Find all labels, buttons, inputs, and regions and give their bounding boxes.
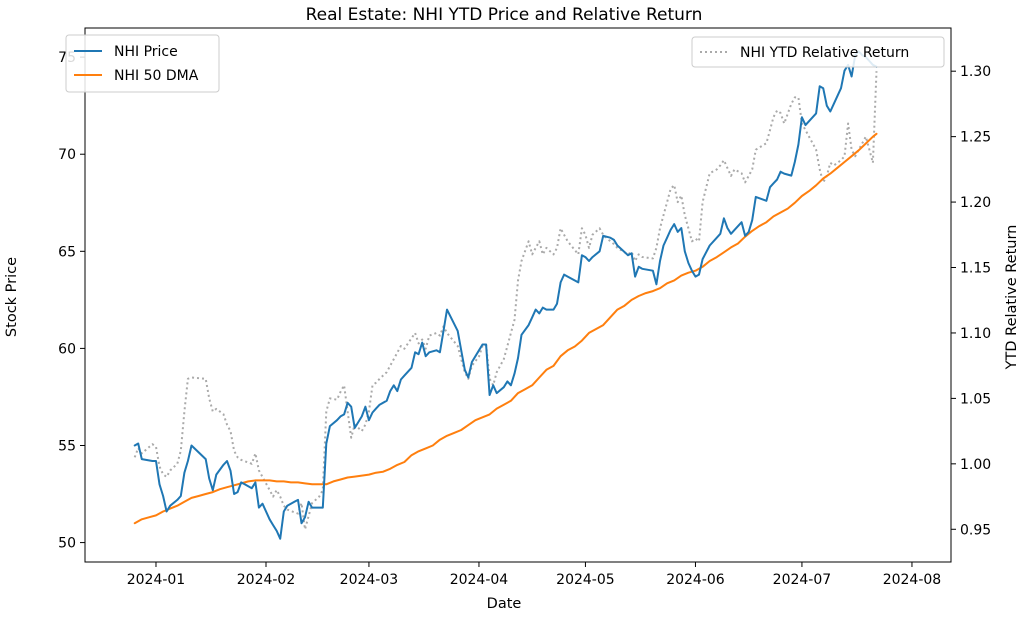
- x-axis: 2024-01 2024-02 2024-03 2024-04 2024-05 2024-…: [127, 562, 941, 588]
- x-tick-label: 2024-01: [127, 572, 186, 588]
- legend-left: NHI Price NHI 50 DMA: [65, 34, 220, 93]
- chart-title: Real Estate: NHI YTD Price and Relative …: [306, 5, 703, 25]
- y-tick-label-left: 65: [58, 244, 76, 260]
- y-tick-label-right: 1.05: [960, 391, 991, 407]
- series-line-dma: [133, 132, 878, 525]
- y-tick-label-left: 70: [58, 147, 76, 163]
- series-layer: [133, 50, 878, 540]
- x-tick-label: 2024-05: [556, 572, 615, 588]
- y-tick-label-right: 0.95: [960, 522, 991, 538]
- y-tick-label-right: 1.10: [960, 326, 991, 342]
- y-tick-label-left: 55: [58, 438, 76, 454]
- y-tick-label-right: 1.15: [960, 261, 991, 277]
- x-tick-label: 2024-04: [450, 572, 509, 588]
- plot-frame: [84, 27, 952, 563]
- x-tick-label: 2024-06: [666, 572, 725, 588]
- y-axis-title-left: Stock Price: [4, 257, 20, 337]
- y-tick-label-left: 60: [58, 341, 76, 357]
- legend-label-dma: NHI 50 DMA: [114, 68, 199, 84]
- x-axis-title: Date: [487, 596, 522, 612]
- series-line-price: [133, 50, 878, 540]
- x-tick-label: 2024-08: [883, 572, 942, 588]
- x-tick-label: 2024-02: [237, 572, 296, 588]
- x-tick-label: 2024-07: [773, 572, 832, 588]
- x-tick-label: 2024-03: [340, 572, 399, 588]
- y-tick-label-right: 1.20: [960, 195, 991, 211]
- y-tick-label-right: 1.30: [960, 64, 991, 80]
- y-tick-label-right: 1.25: [960, 130, 991, 146]
- legend-label-price: NHI Price: [114, 44, 178, 60]
- legend-left-box: [65, 34, 220, 93]
- y-axis-title-right: YTD Relative Return: [1004, 225, 1020, 371]
- y-tick-label-right: 1.00: [960, 457, 991, 473]
- legend-right-box: [691, 36, 945, 68]
- y-tick-label-left: 50: [58, 536, 76, 552]
- legend-label-relative: NHI YTD Relative Return: [740, 45, 909, 61]
- legend-right: NHI YTD Relative Return: [691, 36, 945, 68]
- y-axis-right: 0.95 1.00 1.05 1.10 1.15 1.20 1.25 1.30: [951, 64, 991, 538]
